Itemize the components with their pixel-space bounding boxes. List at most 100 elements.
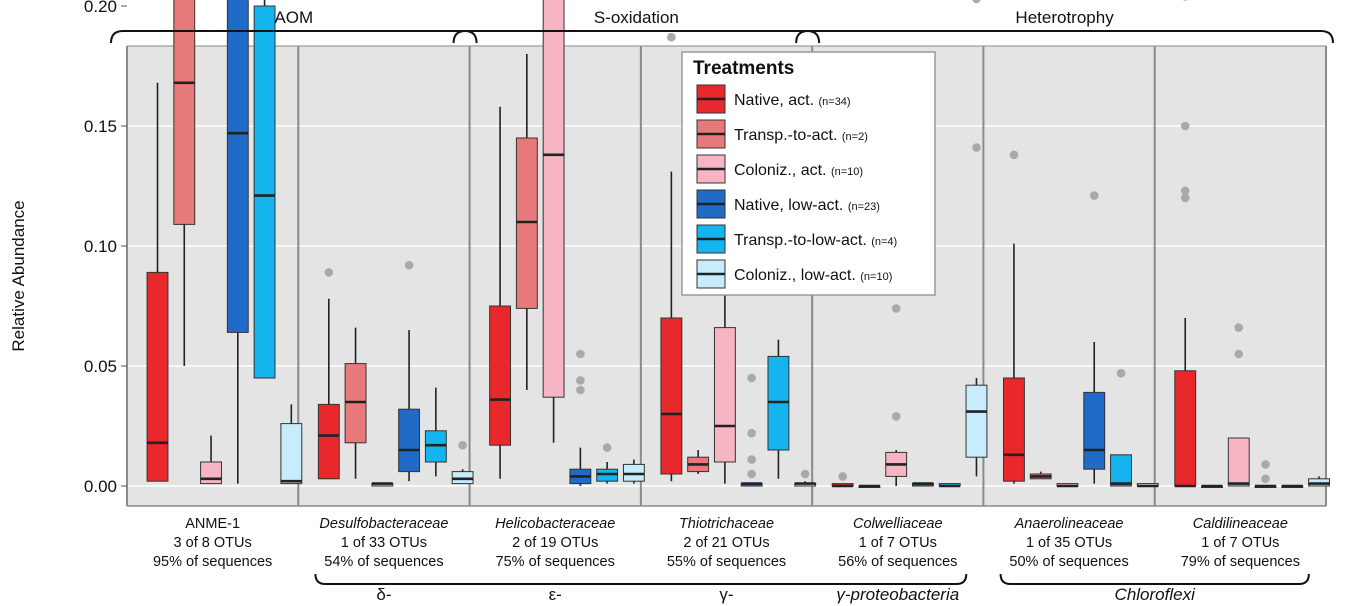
box-iqr (713, 327, 736, 463)
legend-entry-n: (n=23) (848, 201, 880, 213)
box-iqr (965, 384, 988, 458)
box-Anaerolineaceae-Transp.-to-act. (1029, 471, 1052, 480)
outlier-point (1089, 191, 1099, 200)
box-iqr (1174, 370, 1197, 487)
legend-entry-n: (n=10) (860, 271, 892, 283)
panel-label-seqs: 54% of sequences (324, 554, 443, 570)
group-bracket-AOM (110, 30, 478, 44)
box-iqr (253, 5, 276, 379)
panel-label-otus: 1 of 7 OTUs (1201, 535, 1279, 551)
y-tick-label: 0.10 (84, 237, 117, 256)
panel-label-name: ANME-1 (185, 516, 240, 532)
outlier-point (1180, 121, 1190, 131)
outlier-point (747, 428, 756, 438)
box-Thiotrichaceae-Native, act. (660, 32, 683, 482)
y-tick-label: 0.00 (84, 477, 117, 496)
panel-label-name: Anaerolineaceae (1014, 516, 1124, 532)
group-bracket-Heterotrophy (795, 30, 1334, 44)
panel-label-otus: 1 of 7 OTUs (859, 535, 937, 551)
panel-label-name: Desulfobacteraceae (319, 516, 448, 532)
outlier-point (1182, 0, 1188, 1)
box-iqr (317, 403, 340, 480)
taxon-brackets: δ-ε-γ-γ-proteobacteria Chloroflexi (314, 573, 1310, 604)
box-iqr (660, 317, 683, 475)
taxon-bracket (314, 573, 968, 585)
box-Helicobacteraceae-Native, act. (489, 106, 512, 479)
box-Helicobacteraceae-Transp.-to-act. (515, 54, 538, 390)
y-axis: 0.000.050.100.150.200.250.300.35 (84, 0, 127, 496)
legend-entry-label: Transp.-to-act. (n=2) (734, 127, 868, 144)
box-ANME-1-Native, low-act. (226, 0, 249, 484)
box-Anaerolineaceae-Coloniz., act. (1056, 483, 1079, 488)
y-tick-label: 0.20 (84, 0, 117, 16)
outlier-point (576, 376, 585, 385)
box-ANME-1-Transp.-to-act. (173, 0, 196, 366)
panel-label-seqs: 56% of sequences (838, 554, 957, 570)
taxon-label: γ-proteobacteria (836, 585, 959, 604)
outlier-point (1261, 474, 1270, 484)
box-ANME-1-Transp.-to-low-act. (253, 0, 276, 379)
legend-title: Treatments (693, 58, 794, 79)
box-Colwelliaceae-Native, act. (831, 472, 854, 488)
box-Colwelliaceae-Coloniz., act. (885, 304, 908, 486)
box-Thiotrichaceae-Transp.-to-low-act. (767, 339, 790, 479)
box-Helicobacteraceae-Native, low-act. (569, 349, 592, 486)
box-Anaerolineaceae-Native, low-act. (1083, 191, 1106, 484)
y-tick-label: 0.05 (84, 357, 117, 376)
box-Caldilineaceae-Transp.-to-act. (1201, 484, 1223, 488)
box-Colwelliaceae-Transp.-to-act. (858, 484, 881, 488)
box-iqr (1227, 437, 1250, 487)
panel-label-otus: 1 of 33 OTUs (341, 535, 427, 551)
box-iqr (1083, 391, 1106, 470)
group-brackets: AOM S-oxidation Heterotrophy (110, 8, 1334, 44)
panel-label-otus: 1 of 35 OTUs (1026, 535, 1112, 551)
outlier-point (747, 469, 756, 479)
box-Caldilineaceae-Native, low-act. (1254, 460, 1277, 488)
outlier-point (1234, 323, 1244, 332)
box-Desulfobacteraceae-Transp.-to-low-act. (424, 387, 447, 477)
outlier-point (800, 469, 810, 479)
legend-entry-n: (n=2) (842, 131, 868, 143)
panel-label-seqs: 95% of sequences (153, 554, 272, 570)
box-iqr (173, 0, 196, 225)
group-label-S-oxidation: S-oxidation (594, 8, 679, 27)
outlier-point (891, 304, 901, 313)
box-Thiotrichaceae-Transp.-to-act. (687, 450, 710, 474)
group-label-Heterotrophy: Heterotrophy (1015, 8, 1114, 27)
box-iqr (200, 461, 222, 485)
legend-entry-n: (n=4) (871, 236, 897, 248)
box-Desulfobacteraceae-Transp.-to-act. (344, 327, 367, 479)
panel-label-seqs: 79% of sequences (1181, 554, 1300, 570)
panel-label-seqs: 75% of sequences (496, 554, 615, 570)
box-Helicobacteraceae-Transp.-to-low-act. (596, 443, 619, 484)
outlier-point (1009, 150, 1019, 160)
box-iqr (1003, 377, 1025, 482)
outlier-point (838, 472, 847, 481)
box-Anaerolineaceae-Coloniz., low-act. (1136, 483, 1159, 488)
box-iqr (542, 0, 565, 398)
outlier-point (972, 143, 981, 152)
box-Colwelliaceae-Transp.-to-low-act. (938, 483, 961, 488)
legend-entry-label: Coloniz., act. (n=10) (734, 162, 863, 179)
taxon-label: Chloroflexi (1115, 585, 1197, 604)
outlier-point (1261, 460, 1270, 469)
box-ANME-1-Native, act. (146, 82, 169, 482)
outlier-point (458, 440, 467, 450)
outlier-point (576, 349, 585, 359)
y-axis-label: Relative Abundance (9, 200, 28, 351)
box-Anaerolineaceae-Transp.-to-low-act. (1110, 368, 1132, 487)
box-Colwelliaceae-Native, low-act. (912, 482, 934, 487)
box-Caldilineaceae-Native, act. (1174, 0, 1197, 488)
legend-entry-label: Coloniz., low-act. (n=10) (734, 267, 892, 284)
panel-label-name: Helicobacteraceae (495, 516, 615, 532)
panel-labels: ANME-1 3 of 8 OTUs 95% of sequences Desulfo… (153, 516, 1300, 570)
outlier-point (1180, 193, 1190, 203)
box-Thiotrichaceae-Coloniz., low-act. (794, 469, 817, 487)
box-iqr (280, 423, 303, 485)
box-iqr (146, 271, 169, 482)
panel-label-seqs: 55% of sequences (667, 554, 786, 570)
box-ANME-1-Coloniz., low-act. (280, 404, 303, 485)
box-Colwelliaceae-Coloniz., low-act. (965, 0, 988, 477)
outlier-point (324, 268, 334, 277)
